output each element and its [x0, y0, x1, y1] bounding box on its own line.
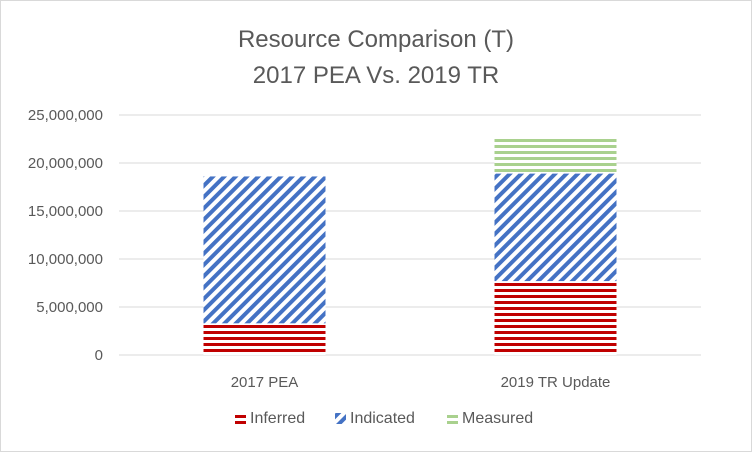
bar-segment-inferred [494, 281, 617, 355]
x-axis-category-labels: 2017 PEA 2019 TR Update [231, 374, 611, 391]
y-tick-label: 15,000,000 [28, 203, 103, 220]
y-tick-label: 10,000,000 [28, 251, 103, 268]
y-axis-tick-labels: 0 5,000,000 10,000,000 15,000,000 20,000,000… [28, 107, 103, 364]
chart-title-line-1: Resource Comparison (T) [238, 26, 514, 53]
legend-label-inferred: Inferred [250, 410, 305, 427]
legend-swatch-indicated [335, 413, 346, 424]
bar-segment-indicated [494, 173, 617, 282]
chart-title-line-2: 2017 PEA Vs. 2019 TR [253, 62, 499, 89]
legend-label-measured: Measured [462, 410, 533, 427]
y-tick-label: 25,000,000 [28, 107, 103, 124]
bars [203, 138, 617, 355]
legend-label-indicated: Indicated [350, 410, 415, 427]
legend-swatch-measured [447, 413, 458, 424]
legend-swatch-inferred [235, 413, 246, 424]
y-tick-label: 0 [95, 347, 103, 364]
bar-segment-inferred [203, 323, 326, 355]
bar-segment-indicated [203, 176, 326, 324]
x-category-label: 2019 TR Update [501, 374, 611, 391]
x-category-label: 2017 PEA [231, 374, 299, 391]
y-tick-label: 5,000,000 [36, 299, 103, 316]
bar-segment-measured [494, 138, 617, 174]
y-tick-label: 20,000,000 [28, 155, 103, 172]
legend: Inferred Indicated Measured [235, 410, 533, 427]
